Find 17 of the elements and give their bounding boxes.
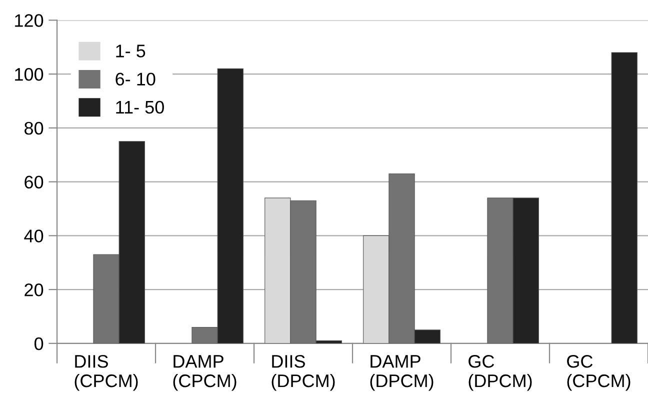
- bar: [611, 52, 638, 344]
- x-tick-label: GC (DPCM): [468, 354, 532, 391]
- y-tick-label: 80: [24, 122, 44, 135]
- y-tick-label: 120: [15, 14, 44, 27]
- x-tick-label: DAMP (DPCM): [370, 355, 434, 391]
- y-tick-label: 60: [24, 176, 44, 189]
- legend-label: 1- 5: [116, 44, 146, 58]
- y-tick-label: 20: [24, 283, 44, 296]
- y-tick-label: 0: [34, 337, 44, 350]
- legend-label: 6- 10: [116, 72, 156, 86]
- y-tick-label: 100: [15, 68, 44, 81]
- x-tick-label: DIIS (DPCM): [272, 354, 335, 391]
- legend-label: 11- 50: [116, 100, 164, 114]
- x-tick-label: DAMP (CPCM): [173, 355, 236, 391]
- y-tick-label: 40: [24, 230, 44, 242]
- x-tick-label: GC (CPCM): [567, 354, 630, 391]
- x-tick-label: DIIS (CPCM): [74, 354, 138, 391]
